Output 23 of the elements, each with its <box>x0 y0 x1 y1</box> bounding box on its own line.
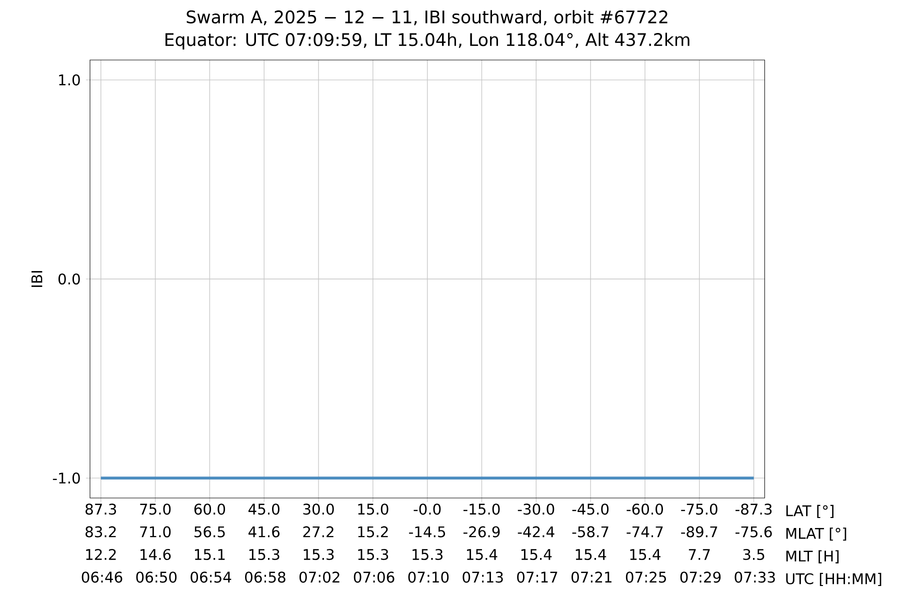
y-tick-label: -1.0 <box>52 472 80 484</box>
chart-subtitle: Equator: UTC 07:09:59, LT 15.04h, Lon 118.04°, Alt 437.2km <box>166 32 690 50</box>
x-tick-label: -0.0 -14.5 15.3 07:10 <box>408 504 449 583</box>
x-tick-label: -45.0 -58.7 15.4 07:21 <box>572 504 612 583</box>
text: MLAT [°] <box>786 528 846 541</box>
x-tick-label: -30.0 -42.4 15.4 07:17 <box>517 504 558 583</box>
y-tick-label: 1.0 <box>59 74 80 86</box>
x-tick-label: 15.0 15.2 15.3 07:06 <box>354 504 394 583</box>
x-tick-label: 45.0 41.6 15.3 06:58 <box>245 504 286 583</box>
y-axis-title: IBI <box>31 271 42 287</box>
x-tick-label: 75.0 71.0 14.6 06:50 <box>136 504 177 583</box>
text: UTC [HH:MM] <box>786 572 882 586</box>
chart-title: Swarm A, 2025 − 12 − 11, IBI southward, orbit #67722 <box>186 10 668 26</box>
x-tick-label: 30.0 27.2 15.3 07:02 <box>299 504 340 583</box>
x-tick-label: 87.3 83.2 12.2 06:46 <box>82 504 122 583</box>
x-tick-label: -15.0 -26.9 15.4 07:13 <box>462 504 503 583</box>
y-tick-label: 0.0 <box>58 273 80 285</box>
x-tick-label: -75.0 -89.7 7.7 07:29 <box>680 504 721 583</box>
text: LAT [°] <box>786 504 834 518</box>
x-tick-label: 60.0 56.5 15.1 06:54 <box>190 504 232 583</box>
x-tick-label: -60.0 -74.7 15.4 07:25 <box>626 504 666 583</box>
x-tick-label: -87.3 -75.6 3.5 07:33 <box>734 504 775 583</box>
text: MLT [H] <box>786 550 839 564</box>
